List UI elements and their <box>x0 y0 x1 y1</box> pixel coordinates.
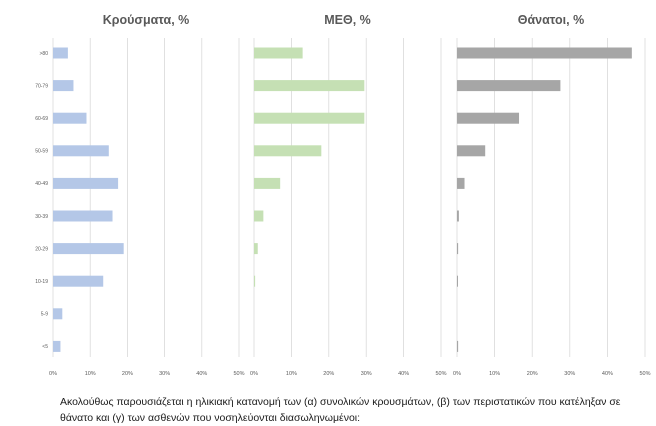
category-label: 40-49 <box>35 181 48 187</box>
category-label: 70-79 <box>35 83 48 89</box>
bar-30-39 <box>254 210 264 222</box>
bar-10-19 <box>254 275 256 287</box>
bar-30-39 <box>53 210 113 222</box>
bar-50-59 <box>457 145 486 157</box>
x-tick-label: 40% <box>398 371 409 377</box>
x-tick-label: 0% <box>453 371 461 377</box>
chart-panel-1: 0% 10% 20% 30% 40% 50% Κρούσματα, % >80 70-79 60-… <box>35 13 244 377</box>
bar-30-39 <box>457 210 459 222</box>
bar-40-49 <box>457 177 465 189</box>
x-tick-label: 10% <box>489 371 500 377</box>
bar-<5 <box>457 340 459 352</box>
x-tick-label: 20% <box>527 371 538 377</box>
bar-5-9 <box>53 308 63 320</box>
category-label: <5 <box>42 344 48 350</box>
chart-panel-2: 0% 10% 20% 30% 40% 50% ΜΕΘ, % <box>250 13 447 377</box>
chart-title: Θάνατοι, % <box>518 13 584 27</box>
x-tick-label: 50% <box>233 371 244 377</box>
category-label: 30-39 <box>35 214 48 220</box>
x-tick-label: 20% <box>122 371 133 377</box>
bar-50-59 <box>254 145 322 157</box>
bar->80 <box>53 47 68 59</box>
bar-60-69 <box>254 112 365 124</box>
x-tick-label: 10% <box>85 371 96 377</box>
x-tick-label: 50% <box>639 371 650 377</box>
bar-40-49 <box>53 177 119 189</box>
x-tick-label: 30% <box>564 371 575 377</box>
category-label: 50-59 <box>35 149 48 155</box>
bar-70-79 <box>53 80 74 92</box>
category-label: 5-9 <box>41 312 48 318</box>
bar-10-19 <box>457 275 458 287</box>
x-tick-label: 10% <box>286 371 297 377</box>
bar-40-49 <box>254 177 281 189</box>
chart-panel-3: 0% 10% 20% 30% 40% 50% Θάνατοι, % <box>453 13 651 377</box>
caption-text: Ακολούθως παρουσιάζεται η ηλικιακή καταν… <box>60 395 621 424</box>
age-distribution-figure: 0% 10% 20% 30% 40% 50% Κρούσματα, % >80 70-79 60-… <box>35 13 651 377</box>
bar->80 <box>457 47 632 59</box>
bar-20-29 <box>53 243 124 255</box>
category-label: 10-19 <box>35 279 48 285</box>
x-tick-label: 0% <box>250 371 258 377</box>
chart-title: ΜΕΘ, % <box>324 13 371 27</box>
bar-20-29 <box>457 243 459 255</box>
bar-70-79 <box>457 80 561 92</box>
bar-60-69 <box>457 112 520 124</box>
x-tick-label: 40% <box>602 371 613 377</box>
bar-20-29 <box>254 243 258 255</box>
x-tick-label: 30% <box>159 371 170 377</box>
x-tick-label: 30% <box>361 371 372 377</box>
x-tick-label: 40% <box>196 371 207 377</box>
x-tick-label: 0% <box>49 371 57 377</box>
category-label: >80 <box>40 51 49 57</box>
chart-title: Κρούσματα, % <box>103 13 190 27</box>
bar-10-19 <box>53 275 104 287</box>
bar-70-79 <box>254 80 365 92</box>
category-label: 20-29 <box>35 246 48 252</box>
category-label: 60-69 <box>35 116 48 122</box>
bar-60-69 <box>53 112 87 124</box>
bar-50-59 <box>53 145 109 157</box>
bar-<5 <box>53 340 61 352</box>
x-tick-label: 20% <box>323 371 334 377</box>
x-tick-label: 50% <box>435 371 446 377</box>
bar->80 <box>254 47 303 59</box>
